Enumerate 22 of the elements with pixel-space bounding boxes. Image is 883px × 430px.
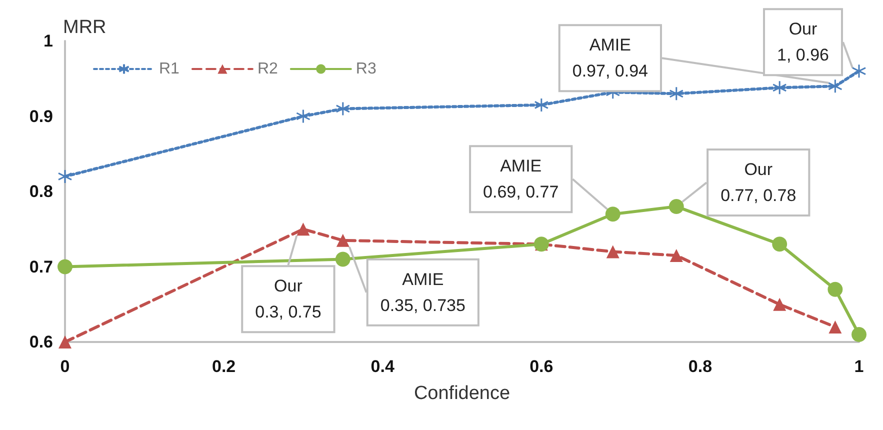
- annotation: AMIE 0.69, 0.77: [483, 156, 559, 202]
- annotation: Our 1, 0.96: [777, 20, 829, 65]
- x-tick-label: 0.2: [212, 357, 236, 376]
- y-axis-title: MRR: [63, 17, 106, 38]
- annotation: AMIE 0.97, 0.94: [572, 36, 648, 81]
- y-tick-label: 0.8: [29, 182, 53, 201]
- x-tick-label: 0.8: [688, 357, 712, 376]
- annotation: Our 0.77, 0.78: [720, 160, 796, 206]
- annotation: Our 0.3, 0.75: [255, 276, 322, 322]
- x-tick-label: 0.4: [370, 357, 395, 376]
- y-tick-label: 0.9: [29, 106, 53, 126]
- x-tick-label: 1: [854, 357, 864, 376]
- annotation: AMIE 0.35, 0.735: [380, 270, 466, 315]
- legend-label: R2: [257, 60, 278, 78]
- y-tick-label: 0.6: [29, 332, 53, 352]
- y-tick-label: 1: [44, 32, 53, 50]
- x-tick-label: 0.6: [530, 357, 554, 376]
- x-axis-title: Confidence: [414, 383, 510, 404]
- x-tick-label: 0: [60, 357, 70, 376]
- legend-label: R1: [159, 60, 180, 78]
- legend-label: R3: [356, 60, 376, 78]
- y-tick-label: 0.7: [29, 257, 53, 276]
